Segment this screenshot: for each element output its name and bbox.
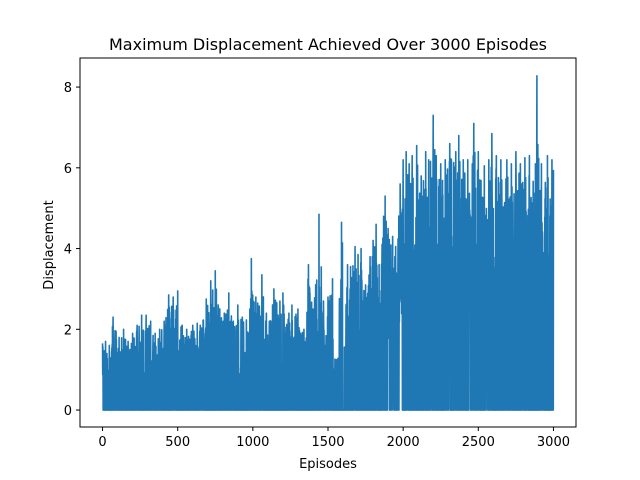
- axes-frame: [79, 57, 577, 428]
- series-line: [101, 74, 555, 411]
- plot-area: [101, 74, 555, 411]
- x-axis-ticks: 0 500 1000 1500 2000 2500 3000: [98, 427, 570, 450]
- y-tick-label: 0: [64, 404, 72, 419]
- x-tick-label: 1000: [236, 435, 269, 450]
- x-tick-label: 0: [98, 435, 106, 450]
- x-tick-label: 2500: [462, 435, 495, 450]
- y-tick-label: 4: [64, 243, 72, 258]
- x-axis-label: Episodes: [299, 457, 357, 472]
- x-tick-label: 1500: [311, 435, 344, 450]
- x-tick-label: 2000: [387, 435, 420, 450]
- y-tick-label: 2: [64, 323, 72, 338]
- y-tick-label: 8: [64, 81, 72, 96]
- y-axis-label: Displacement: [42, 200, 57, 289]
- y-axis-ticks: 0 2 4 6 8: [64, 81, 80, 419]
- x-tick-label: 3000: [537, 435, 570, 450]
- chart-title: Maximum Displacement Achieved Over 3000 …: [109, 35, 547, 54]
- x-tick-label: 500: [165, 435, 190, 450]
- y-tick-label: 6: [64, 162, 72, 177]
